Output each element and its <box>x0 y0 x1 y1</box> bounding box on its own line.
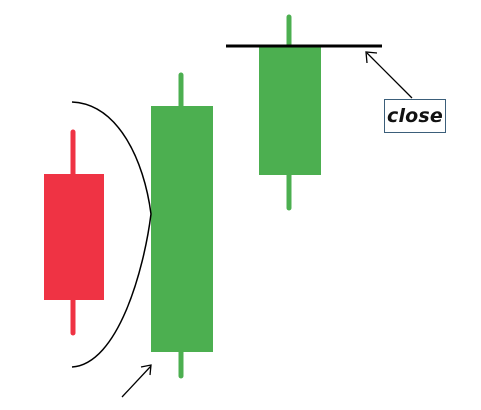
bearish-candle <box>44 129 104 336</box>
large-bullish-candle <box>151 72 213 379</box>
candle-bottom-arrow <box>121 364 152 398</box>
gap-up-bullish-candle-body <box>259 46 321 175</box>
engulfing-bracket-curve <box>71 101 152 368</box>
close-arrow <box>365 51 413 99</box>
bearish-candle-body <box>44 174 104 300</box>
close-label: close <box>384 99 446 133</box>
large-bullish-candle-body <box>151 106 213 352</box>
close-label-text: close <box>386 105 444 127</box>
gap-up-bullish-candle <box>259 14 321 211</box>
